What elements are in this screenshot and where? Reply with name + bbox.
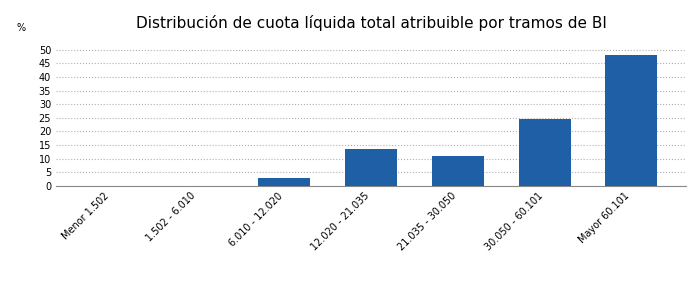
- Bar: [258, 178, 310, 186]
- Y-axis label: %: %: [17, 23, 26, 33]
- Bar: [432, 156, 484, 186]
- Bar: [345, 149, 397, 186]
- Bar: [519, 119, 570, 186]
- Title: Distribución de cuota líquida total atribuible por tramos de BI: Distribución de cuota líquida total atri…: [136, 15, 606, 31]
- Bar: [606, 55, 657, 186]
